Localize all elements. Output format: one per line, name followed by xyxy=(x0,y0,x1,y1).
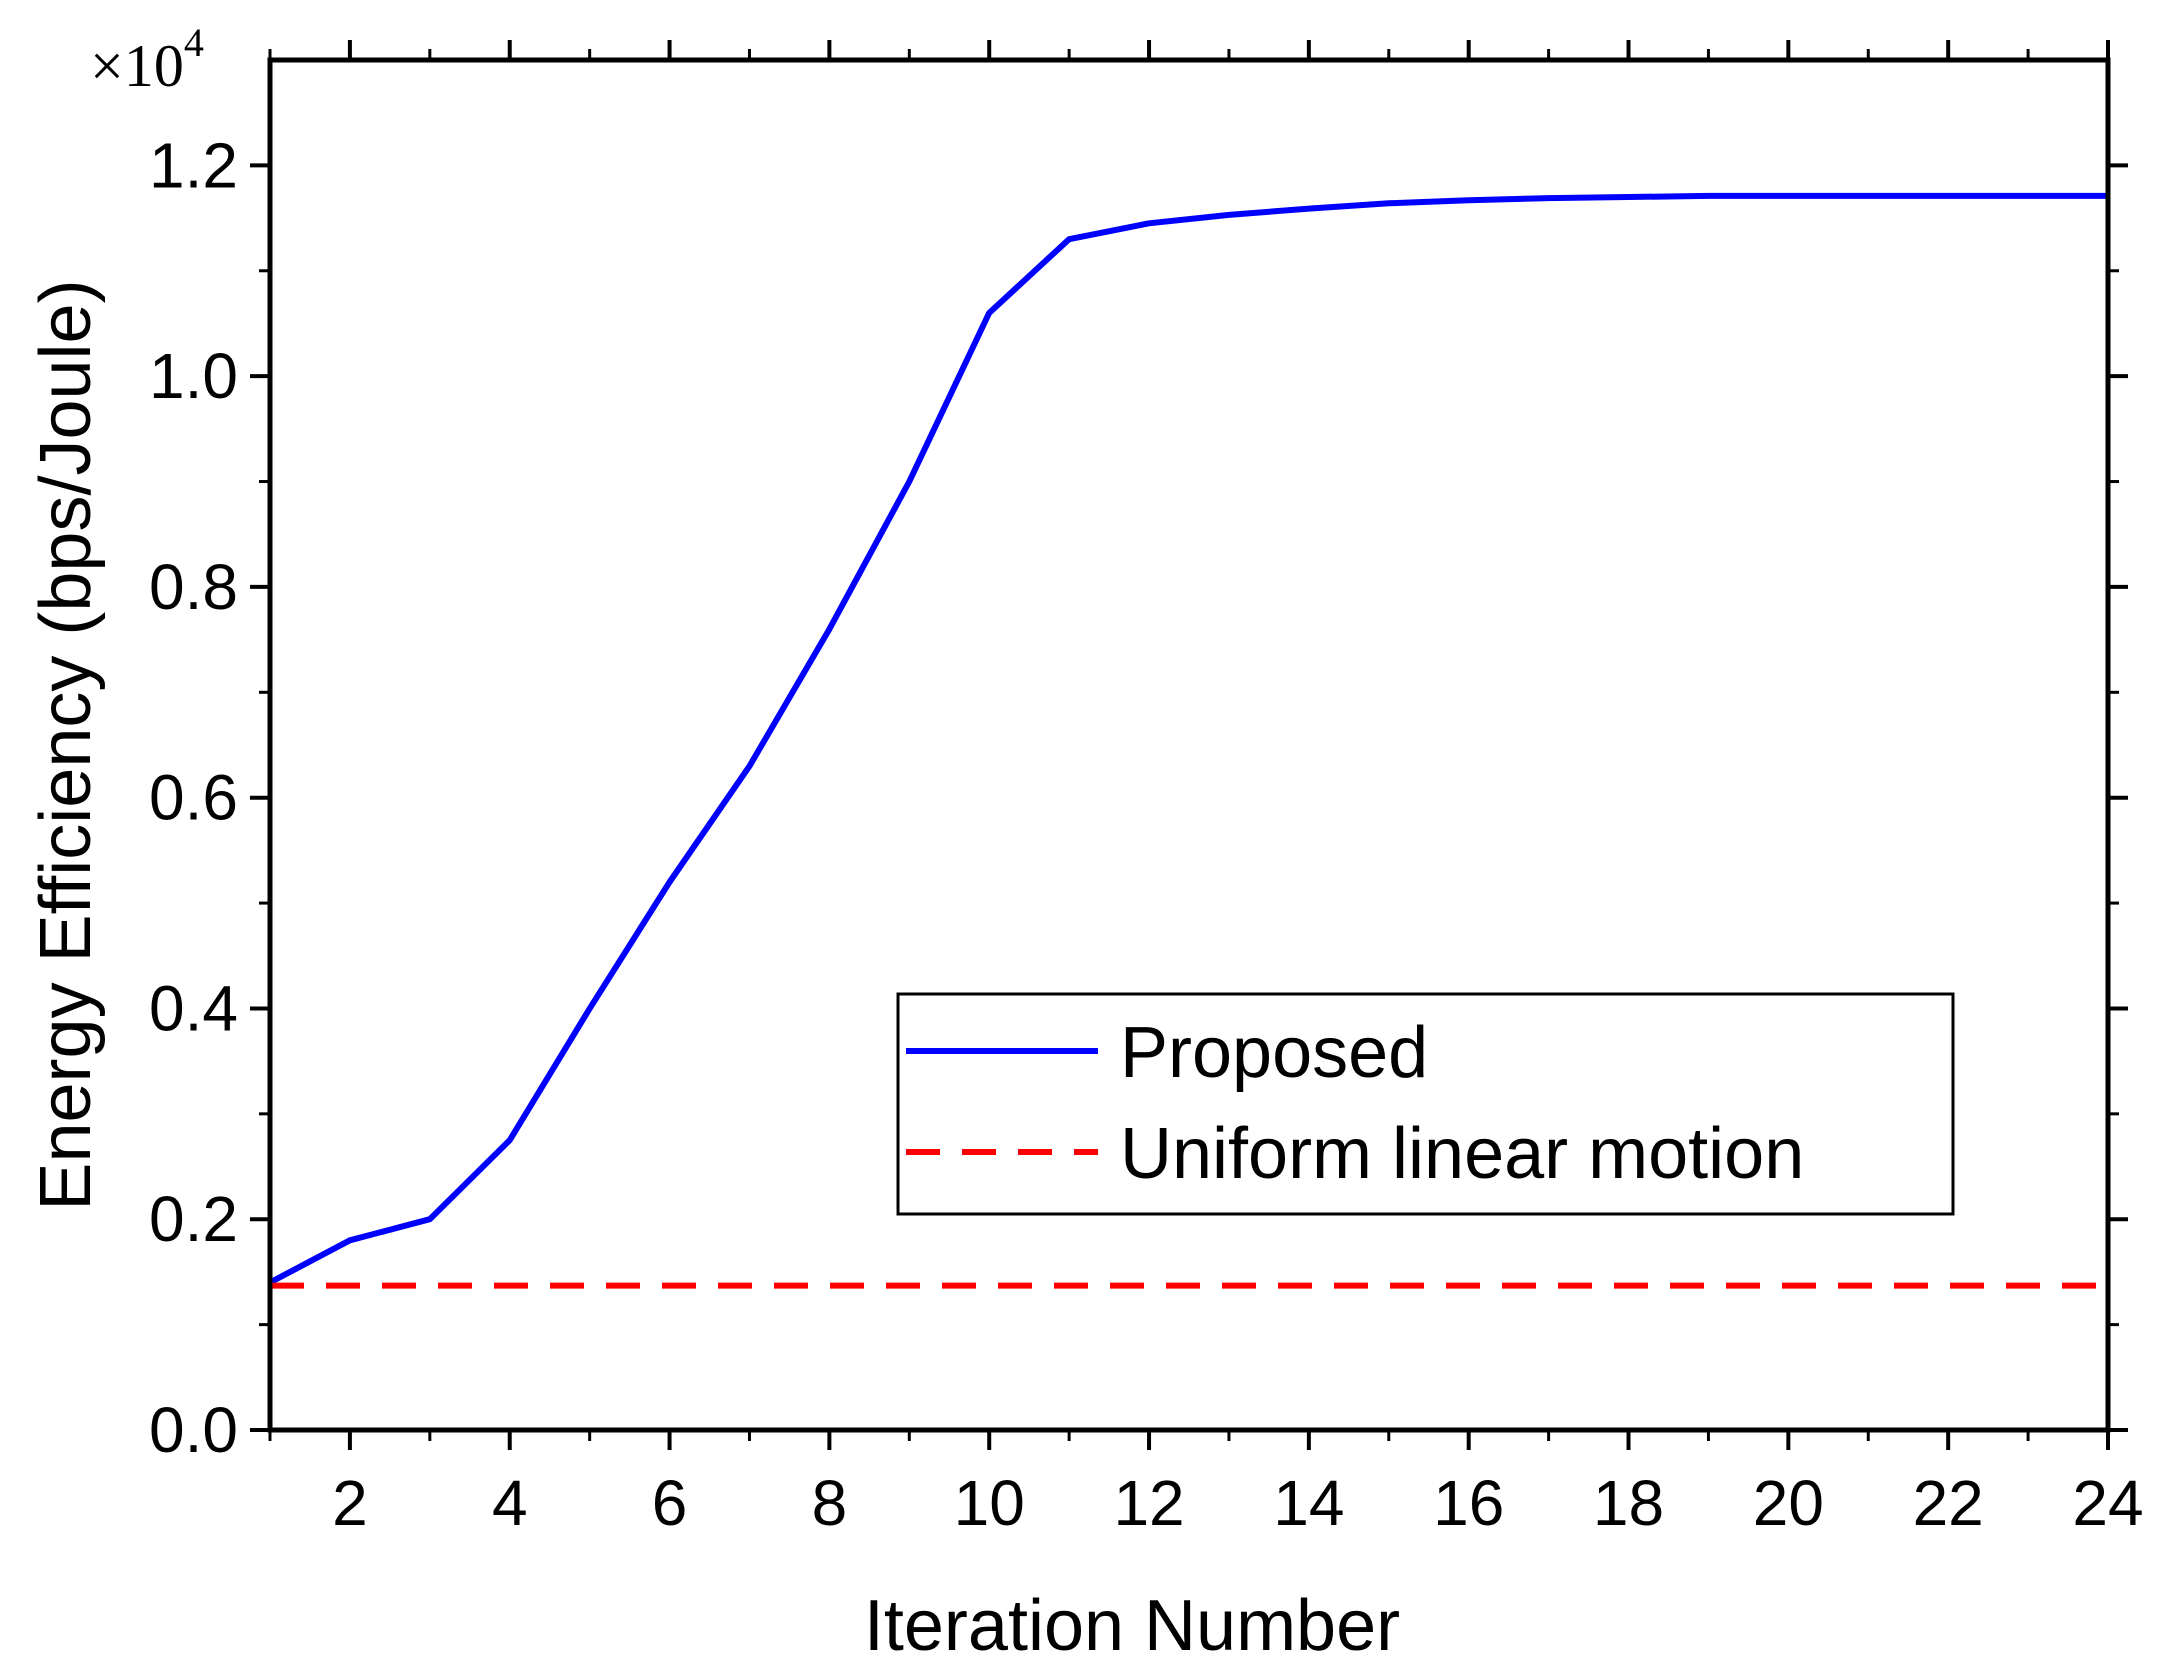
x-axis-ticks: 2 4 6 8 10 12 14 16 18 20 22 24 xyxy=(268,40,2144,1539)
x-tick-label: 24 xyxy=(2072,1467,2143,1539)
x-tick-label: 2 xyxy=(332,1467,368,1539)
legend: Proposed Uniform linear motion xyxy=(896,992,1955,1216)
x-axis-title: Iteration Number xyxy=(864,1586,1400,1666)
x-tick-label: 20 xyxy=(1753,1467,1824,1539)
x-tick-label: 6 xyxy=(652,1467,688,1539)
y-tick-label: 0.4 xyxy=(149,972,238,1044)
legend-label-uniform: Uniform linear motion xyxy=(1120,1114,1804,1194)
series-line-proposed xyxy=(268,192,2108,1286)
x-tick-label: 4 xyxy=(492,1467,528,1539)
x-tick-label: 14 xyxy=(1273,1467,1344,1539)
y-multiplier-base: ×10 xyxy=(90,33,184,99)
y-tick-label: 0.2 xyxy=(149,1183,238,1255)
x-tick-label: 8 xyxy=(812,1467,848,1539)
y-multiplier: ×104 xyxy=(90,20,204,99)
legend-label-proposed: Proposed xyxy=(1120,1013,1428,1093)
y-tick-label: 1.2 xyxy=(149,129,238,201)
y-tick-label: 0.8 xyxy=(149,551,238,623)
y-axis-title: Energy Efficiency (bps/Joule) xyxy=(26,279,106,1210)
legend-box xyxy=(896,992,1955,1216)
x-tick-label: 12 xyxy=(1113,1467,1184,1539)
y-multiplier-exponent: 4 xyxy=(184,20,204,65)
x-tick-label: 10 xyxy=(954,1467,1025,1539)
y-tick-label: 0.0 xyxy=(149,1394,238,1466)
x-tick-label: 22 xyxy=(1913,1467,1984,1539)
plot-frame xyxy=(267,57,2111,1433)
x-tick-label: 18 xyxy=(1593,1467,1664,1539)
y-tick-label: 1.0 xyxy=(149,340,238,412)
series-layer xyxy=(268,192,2108,1289)
x-tick-label: 16 xyxy=(1433,1467,1504,1539)
y-tick-label: 0.6 xyxy=(149,762,238,834)
y-axis-ticks: 0.0 0.2 0.4 0.6 0.8 1.0 1.2 xyxy=(149,129,2128,1466)
